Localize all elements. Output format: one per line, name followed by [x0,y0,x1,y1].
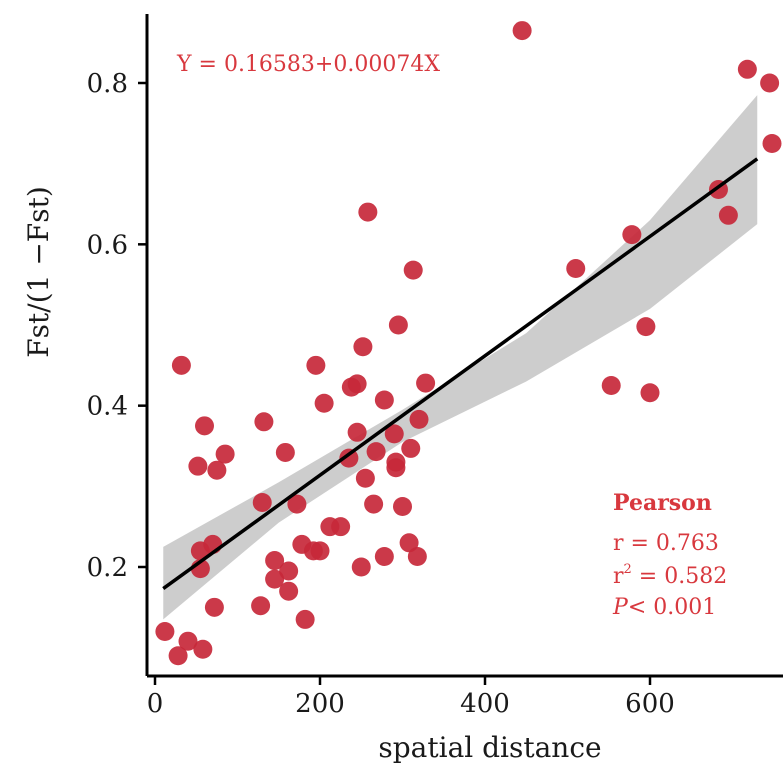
y-tick-label: 0.6 [87,230,128,260]
regression-line [162,157,759,591]
data-point [388,315,408,335]
data-point [171,355,191,375]
data-point [364,494,384,514]
y-tick-label: 0.8 [87,69,128,99]
data-point [279,561,299,581]
stats-title: Pearson [613,490,712,516]
data-point [399,533,419,553]
data-point [718,205,738,225]
data-point [353,337,373,357]
x-tick-label: 200 [295,689,345,719]
data-point [384,424,404,444]
data-point [401,438,421,458]
data-point [207,460,227,480]
data-point [339,448,359,468]
data-point [204,597,224,617]
stats-p-italic: P [612,595,629,620]
data-point [195,416,214,436]
stats-r2-sup: 2 [624,562,632,577]
data-point [193,639,213,659]
data-point [287,494,307,514]
y-ticks: 0.2 0.4 0.6 0.8 [87,69,147,583]
data-point [168,646,188,666]
data-point [265,551,285,571]
data-point [409,409,429,429]
data-point [622,225,642,245]
data-point [252,492,272,512]
confidence-band-layer [163,95,758,620]
data-point [374,547,394,567]
data-point [636,317,656,337]
data-point [566,259,586,279]
data-point [762,134,782,153]
data-point [351,557,371,577]
stats-r: r = 0.763 [613,531,719,556]
data-point [347,374,367,394]
fit-line-layer [162,157,759,591]
regression-equation: Y = 0.16583+0.00074X [176,52,440,77]
data-point [601,376,621,395]
data-point [512,21,532,41]
data-point [416,373,436,393]
confidence-band [163,95,758,620]
data-point [275,442,295,462]
data-point [355,468,375,488]
data-point [279,581,299,601]
data-point [306,355,326,375]
y-axis-label: Fst/(1 −Fst) [22,186,55,358]
data-point [251,596,271,616]
stats-r2-value: = 0.582 [632,564,727,589]
data-point [386,458,406,478]
data-point [760,73,780,93]
data-point [254,412,274,432]
stats-p-rest: < 0.001 [628,595,716,620]
data-point [366,442,386,462]
data-point [178,631,198,651]
data-point [347,422,367,442]
x-axis-label: spatial distance [378,731,601,764]
data-point [403,260,423,280]
x-tick-label: 0 [147,689,164,719]
data-point [393,497,412,516]
data-point [407,547,427,567]
x-ticks: 0 200 400 600 [147,676,675,719]
stats-p: P< 0.001 [612,595,716,620]
data-point [215,444,235,464]
data-point [737,59,757,79]
points-layer [155,21,782,666]
x-tick-label: 600 [625,689,675,719]
stats-r2-base: r [613,564,624,589]
data-point [265,569,285,589]
data-point [358,202,378,222]
data-point [310,541,330,561]
data-point [314,393,334,413]
data-point [295,609,315,629]
data-point [640,383,660,403]
x-tick-label: 400 [460,689,510,719]
data-point [188,456,208,476]
y-tick-label: 0.2 [87,553,128,583]
data-point [331,517,351,537]
stats-r2: r2 = 0.582 [613,562,727,589]
data-point [155,622,175,642]
data-point [374,390,394,410]
y-tick-label: 0.4 [87,392,128,422]
stats-box: Pearson r = 0.763 r2 = 0.582 P< 0.001 [612,490,727,620]
